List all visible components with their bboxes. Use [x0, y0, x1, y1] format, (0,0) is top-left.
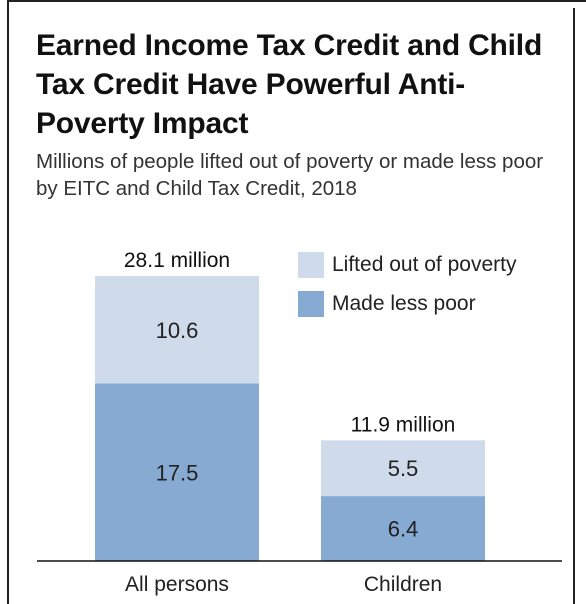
bar-total-label: 28.1 million [124, 249, 230, 272]
frame-top-border [7, 0, 586, 2]
legend-label-less-poor: Made less poor [332, 292, 476, 315]
segment-value-label: 5.5 [388, 456, 419, 481]
legend-label-lifted: Lifted out of poverty [332, 253, 517, 276]
legend-swatch-less-poor [298, 291, 324, 317]
frame-left-border [7, 0, 9, 604]
stacked-bar-chart: 17.5 10.6 28.1 million All persons 6.4 5.5 11.… [37, 249, 562, 596]
segment-value-label: 6.4 [388, 517, 419, 542]
bar-total-label: 11.9 million [351, 413, 456, 436]
bar-segment-made-less-poor-1 [95, 383, 259, 561]
segment-value-label: 10.6 [156, 318, 199, 343]
category-label: All persons [125, 573, 229, 596]
bar-segment-made-less-poor-2 [321, 496, 485, 561]
legend-swatch-lifted [298, 252, 324, 278]
segment-value-label: 17.5 [156, 460, 199, 485]
chart-subtitle: Millions of people lifted out of poverty… [36, 150, 544, 200]
frame-right-border [573, 8, 575, 604]
category-label: Children [364, 573, 442, 596]
bar-segment-lifted-out-of-poverty-2 [321, 440, 485, 497]
bar-segment-lifted-out-of-poverty-1 [95, 276, 259, 384]
chart-title: Earned Income Tax Credit and Child Tax C… [36, 29, 543, 140]
